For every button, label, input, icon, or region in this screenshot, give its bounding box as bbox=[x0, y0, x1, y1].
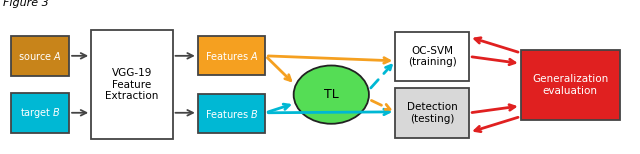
Text: Features $B$: Features $B$ bbox=[205, 107, 259, 120]
Text: VGG-19
Feature
Extraction: VGG-19 Feature Extraction bbox=[105, 68, 159, 101]
FancyBboxPatch shape bbox=[521, 50, 620, 120]
Text: Detection
(testing): Detection (testing) bbox=[407, 102, 458, 124]
FancyBboxPatch shape bbox=[396, 32, 469, 81]
Text: source $A$: source $A$ bbox=[19, 50, 62, 62]
Text: OC-SVM
(training): OC-SVM (training) bbox=[408, 46, 457, 67]
FancyBboxPatch shape bbox=[198, 36, 266, 75]
FancyBboxPatch shape bbox=[396, 88, 469, 138]
Text: TL: TL bbox=[324, 88, 339, 101]
Text: target $B$: target $B$ bbox=[20, 106, 61, 120]
FancyBboxPatch shape bbox=[91, 30, 173, 139]
Text: Generalization
evaluation: Generalization evaluation bbox=[532, 74, 609, 95]
Ellipse shape bbox=[294, 65, 369, 124]
Text: Figure 3: Figure 3 bbox=[3, 0, 49, 8]
Text: Features $A$: Features $A$ bbox=[205, 50, 259, 62]
FancyBboxPatch shape bbox=[12, 36, 69, 76]
FancyBboxPatch shape bbox=[198, 94, 266, 133]
FancyBboxPatch shape bbox=[12, 93, 69, 133]
